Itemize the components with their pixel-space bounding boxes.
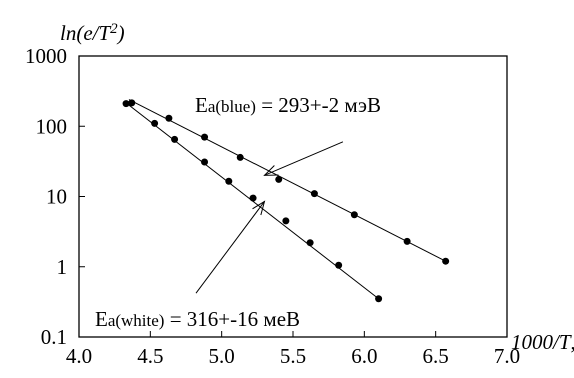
data-point xyxy=(128,99,136,107)
data-point xyxy=(225,177,233,185)
y-axis-title: ln(e/T2) xyxy=(60,21,125,45)
annotation-arrow xyxy=(264,141,344,176)
arrow-head xyxy=(263,165,279,176)
y-axis: 0.1 1 10 100 1000 xyxy=(25,44,85,349)
y-tick-label: 1 xyxy=(57,255,68,279)
data-point xyxy=(171,135,179,143)
data-point xyxy=(403,237,411,245)
annotation-arrows xyxy=(195,141,344,294)
data-point xyxy=(310,190,318,198)
x-tick-label: 5.5 xyxy=(280,344,306,368)
y-tick-label: 10 xyxy=(46,185,67,209)
fit-lines xyxy=(125,99,446,300)
data-point xyxy=(350,211,358,219)
data-point xyxy=(236,153,244,161)
data-point xyxy=(282,217,290,225)
data-point xyxy=(249,194,257,202)
data-point xyxy=(122,100,130,108)
x-tick-label: 6.5 xyxy=(423,344,449,368)
data-point xyxy=(151,119,159,127)
y-tick-label: 1000 xyxy=(25,44,67,68)
fit-line xyxy=(128,99,446,262)
data-point xyxy=(275,175,283,183)
data-point xyxy=(442,257,450,265)
x-axis-title: 1000/T,K-1 xyxy=(511,329,574,354)
data-point xyxy=(375,295,383,303)
y-tick-label: 0.1 xyxy=(41,325,67,349)
annotation-white: Ea(white) = 316+-16 меВ xyxy=(95,307,300,331)
data-points xyxy=(122,99,450,303)
annotation-arrow xyxy=(195,201,265,294)
data-point xyxy=(165,114,173,122)
data-point xyxy=(306,239,314,247)
data-point xyxy=(201,158,209,166)
arrow-head xyxy=(252,200,266,216)
data-point xyxy=(335,261,343,269)
x-tick-label: 7.0 xyxy=(494,344,520,368)
y-tick-label: 100 xyxy=(36,114,68,138)
data-point xyxy=(201,133,209,141)
annotation-blue: Ea(blue) = 293+-2 мэВ xyxy=(195,93,381,117)
x-tick-label: 6.0 xyxy=(351,344,377,368)
x-tick-label: 5.0 xyxy=(209,344,235,368)
x-axis: 4.0 4.5 5.0 5.5 6.0 6.5 7.0 xyxy=(66,331,520,368)
x-tick-label: 4.5 xyxy=(137,344,163,368)
x-tick-label: 4.0 xyxy=(66,344,92,368)
